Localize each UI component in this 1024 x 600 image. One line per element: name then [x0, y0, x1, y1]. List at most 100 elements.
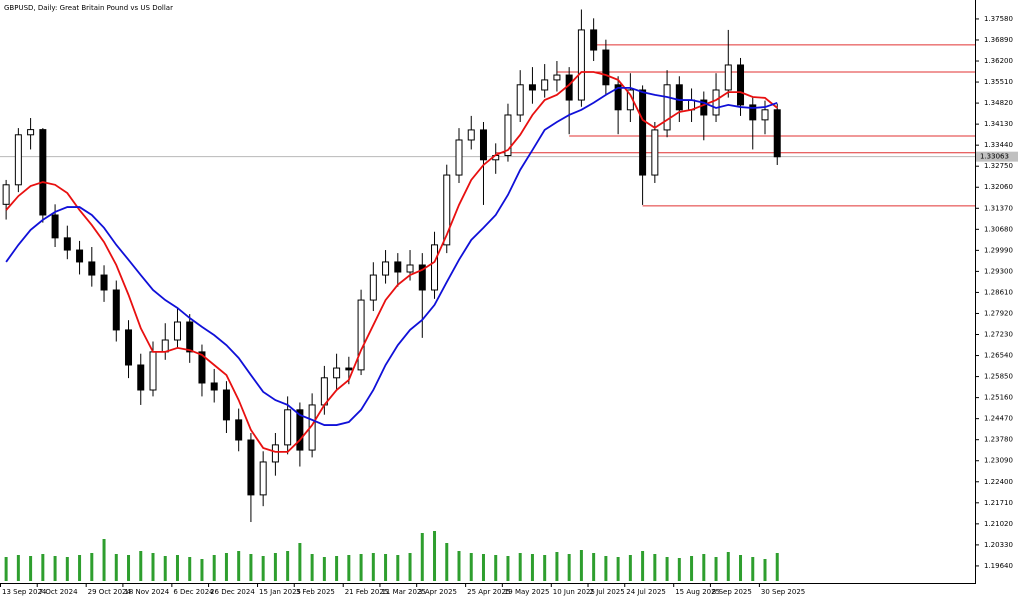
- candle-body: [369, 274, 377, 301]
- candle-body: [724, 64, 732, 91]
- volume-bar: [628, 555, 632, 581]
- volume-bar: [469, 553, 473, 581]
- y-tick-label: 1.34130: [984, 120, 1013, 128]
- volume-bar: [29, 556, 33, 581]
- candle-body: [112, 289, 120, 331]
- volume-bar: [114, 554, 118, 581]
- volume-bar: [4, 557, 8, 581]
- volume-bar: [420, 533, 424, 581]
- volume-bar: [359, 554, 363, 581]
- x-tick-label: 29 Oct 2024: [88, 588, 132, 596]
- y-tick-label: 1.35510: [984, 78, 1013, 86]
- candle-body: [663, 84, 671, 131]
- volume-bar: [616, 557, 620, 581]
- volume-bar: [335, 556, 339, 581]
- chart-title: GBPUSD, Daily: Great Britain Pound vs US…: [4, 4, 173, 12]
- volume-bar: [494, 555, 498, 581]
- y-tick-label: 1.33440: [984, 141, 1013, 149]
- volume-bar: [408, 553, 412, 581]
- x-tick-label: 6 Dec 2024: [173, 588, 214, 596]
- x-tick-label: 11 Mar 2025: [381, 588, 425, 596]
- y-tick-label: 1.27920: [984, 309, 1013, 317]
- volume-bar: [457, 551, 461, 581]
- volume-bar: [641, 551, 645, 581]
- candle-body: [333, 367, 341, 379]
- candle-body: [63, 237, 71, 251]
- candle-body: [27, 129, 35, 136]
- candle-body: [247, 439, 255, 496]
- y-tick-label: 1.27230: [984, 331, 1013, 339]
- volume-bar: [396, 555, 400, 581]
- volume-bar: [702, 554, 706, 581]
- volume-bar: [200, 559, 204, 581]
- candle-body: [651, 129, 659, 176]
- candle-body: [382, 261, 390, 276]
- y-tick-label: 1.31370: [984, 204, 1013, 212]
- volume-bar: [90, 553, 94, 581]
- candle-body: [675, 84, 683, 111]
- x-tick-label: 13 Sep 2024: [2, 588, 47, 596]
- candle-body: [406, 264, 414, 273]
- volume-bar: [543, 555, 547, 581]
- candle-body: [76, 249, 84, 263]
- candle-body: [100, 274, 108, 291]
- volume-bar: [310, 554, 314, 581]
- volume-bar: [53, 556, 57, 581]
- candle-body: [125, 329, 133, 366]
- candle-body: [296, 409, 304, 451]
- candle-body: [320, 377, 328, 406]
- y-tick-label: 1.32060: [984, 183, 1013, 191]
- y-tick-label: 1.29300: [984, 267, 1013, 275]
- y-tick-label: 1.32750: [984, 162, 1013, 170]
- candle-body: [345, 367, 353, 371]
- y-tick-label: 1.23780: [984, 436, 1013, 444]
- volume-bar: [384, 554, 388, 581]
- volume-bar: [371, 553, 375, 581]
- volume-bar: [151, 553, 155, 581]
- candle-body: [553, 74, 561, 81]
- volume-bar: [518, 553, 522, 581]
- candle-body: [639, 89, 647, 176]
- candle-body: [528, 84, 536, 91]
- candle-body: [773, 109, 781, 158]
- volume-bar: [78, 555, 82, 581]
- volume-bar: [102, 539, 106, 581]
- x-tick-label: 3 Apr 2025: [418, 588, 457, 596]
- volume-bar: [751, 557, 755, 581]
- candle-body: [479, 129, 487, 161]
- volume-bar: [273, 553, 277, 581]
- candle-body: [161, 339, 169, 353]
- volume-bar: [286, 551, 290, 581]
- x-tick-label: 15 Aug 2025: [675, 588, 720, 596]
- volume-bar: [298, 543, 302, 581]
- x-tick-label: 7 Oct 2024: [39, 588, 78, 596]
- bid-label-box: [976, 151, 1018, 162]
- candle-body: [467, 129, 475, 141]
- candle-body: [198, 351, 206, 384]
- y-tick-label: 1.20330: [984, 541, 1013, 549]
- candle-body: [173, 321, 181, 341]
- candle-body: [455, 139, 463, 176]
- x-tick-label: 15 Jan 2025: [259, 588, 301, 596]
- volume-bar: [775, 553, 779, 581]
- candle-body: [2, 184, 10, 205]
- candle-body: [712, 89, 720, 116]
- volume-bar: [347, 555, 351, 581]
- volume-bar: [567, 554, 571, 581]
- candle-body: [590, 29, 598, 51]
- candle-body: [259, 461, 267, 496]
- volume-bar: [530, 554, 534, 581]
- candle-body: [210, 382, 218, 391]
- volume-bar: [665, 557, 669, 581]
- candle-body: [431, 244, 439, 291]
- y-tick-label: 1.21710: [984, 499, 1013, 507]
- y-tick-label: 1.25850: [984, 373, 1013, 381]
- volume-bar: [261, 556, 265, 581]
- candle-body: [39, 129, 47, 216]
- volume-bar: [604, 556, 608, 581]
- x-tick-label: 18 Nov 2024: [124, 588, 169, 596]
- candle-body: [394, 261, 402, 273]
- volume-bar: [175, 555, 179, 581]
